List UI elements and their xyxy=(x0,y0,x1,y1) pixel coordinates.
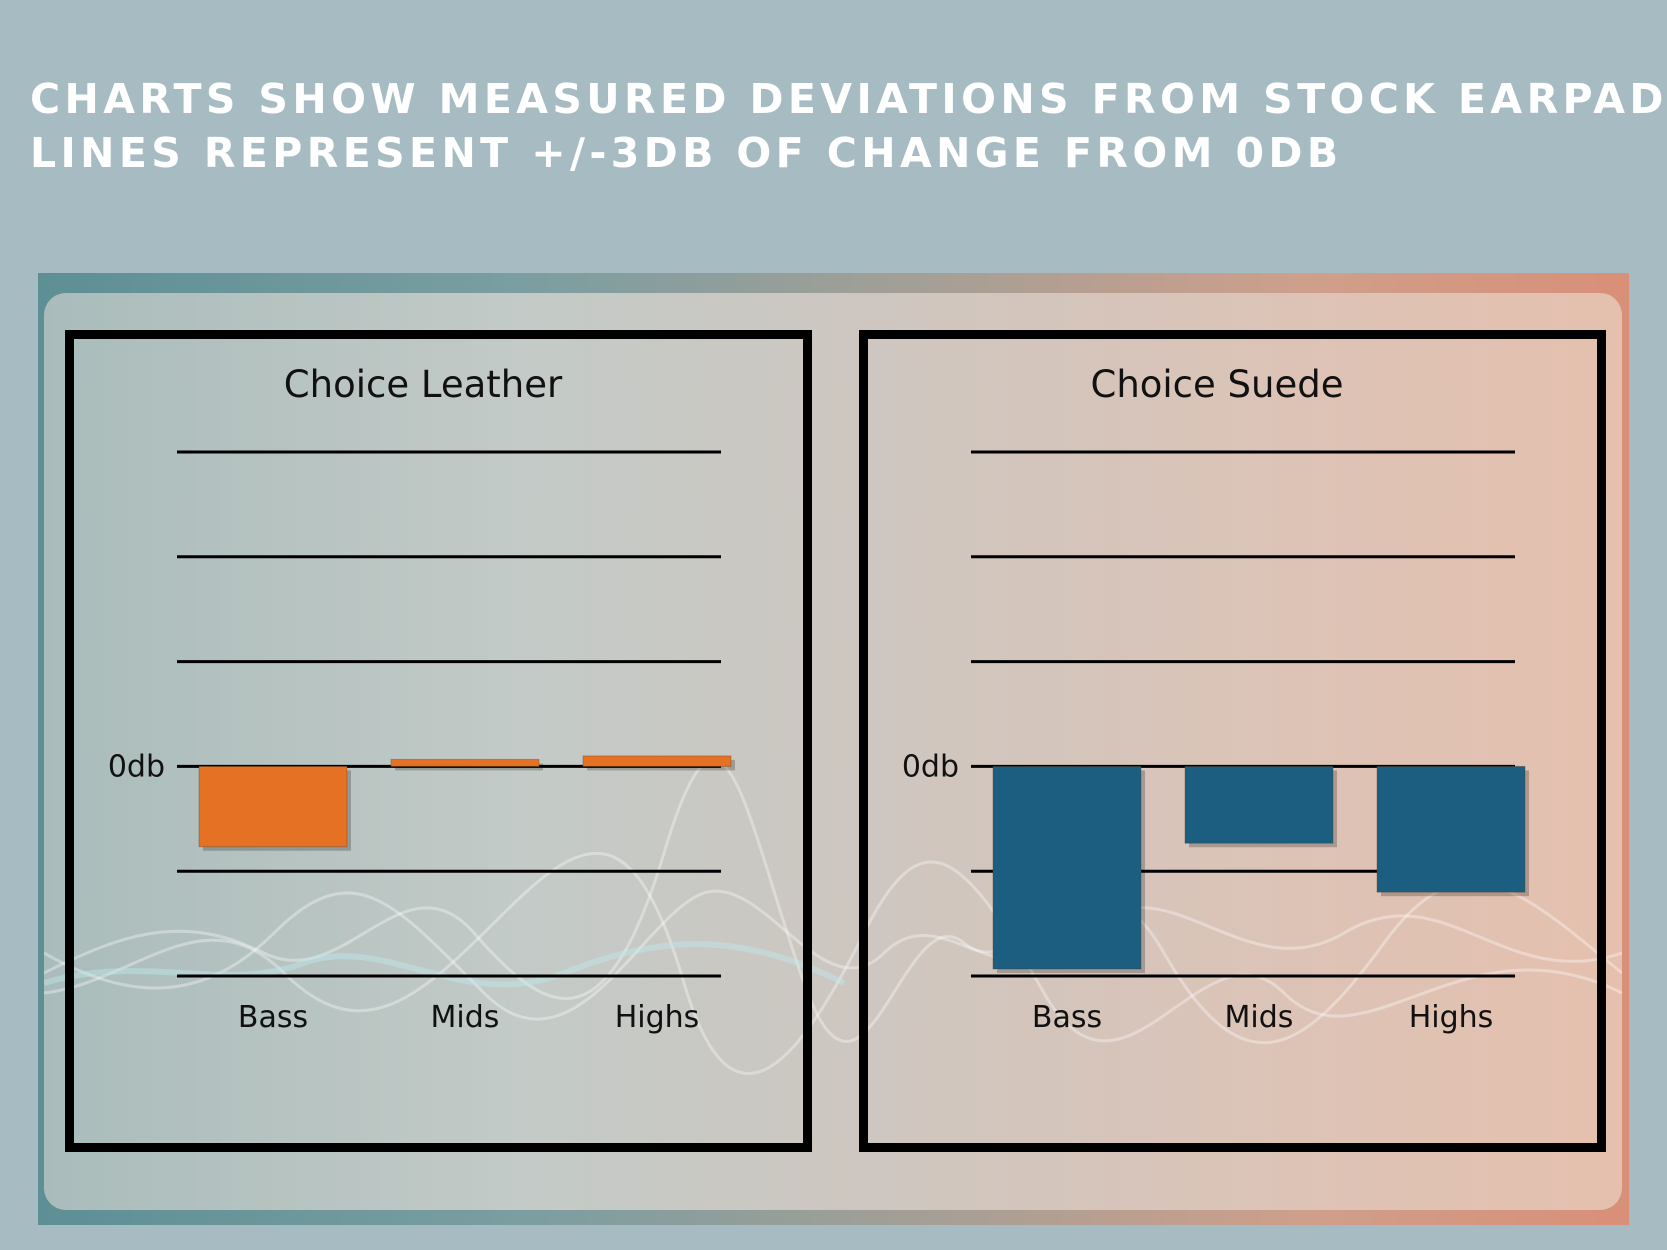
bar-highs xyxy=(582,755,732,767)
page-heading: Charts show measured deviations from sto… xyxy=(30,72,1667,180)
bar-bass xyxy=(992,765,1142,970)
charts-panel: Choice Leather 0db Bass Mids Highs Choice Su… xyxy=(38,273,1629,1225)
chart-choice-suede-plot: Choice Suede 0db Bass Mids Highs xyxy=(902,363,1529,1035)
category-label: Highs xyxy=(1409,1000,1494,1035)
chart-choice-suede: Choice Suede 0db Bass Mids Highs xyxy=(859,330,1606,1152)
zero-db-label: 0db xyxy=(902,749,959,784)
bar-mids xyxy=(1184,765,1334,844)
category-label: Bass xyxy=(238,1000,308,1035)
bar-mids xyxy=(390,758,540,767)
charts-panel-inner: Choice Leather 0db Bass Mids Highs Choice Su… xyxy=(44,293,1622,1210)
chart-choice-leather-plot: Choice Leather 0db Bass Mids Highs xyxy=(108,363,735,1035)
category-label: Bass xyxy=(1032,1000,1102,1035)
bar-highs xyxy=(1376,765,1526,893)
category-label: Mids xyxy=(431,1000,500,1035)
heading-line-1: Charts show measured deviations from sto… xyxy=(30,75,1667,123)
chart-choice-leather: Choice Leather 0db Bass Mids Highs xyxy=(65,330,812,1152)
zero-db-label: 0db xyxy=(108,749,165,784)
chart-title: Choice Leather xyxy=(284,363,563,406)
category-label: Highs xyxy=(615,1000,700,1035)
heading-line-2: Lines represent +/-3dB of change from 0d… xyxy=(30,129,1343,177)
bar-bass xyxy=(198,765,348,848)
category-label: Mids xyxy=(1225,1000,1294,1035)
chart-title: Choice Suede xyxy=(1090,363,1343,406)
bar-shadow xyxy=(395,763,543,771)
